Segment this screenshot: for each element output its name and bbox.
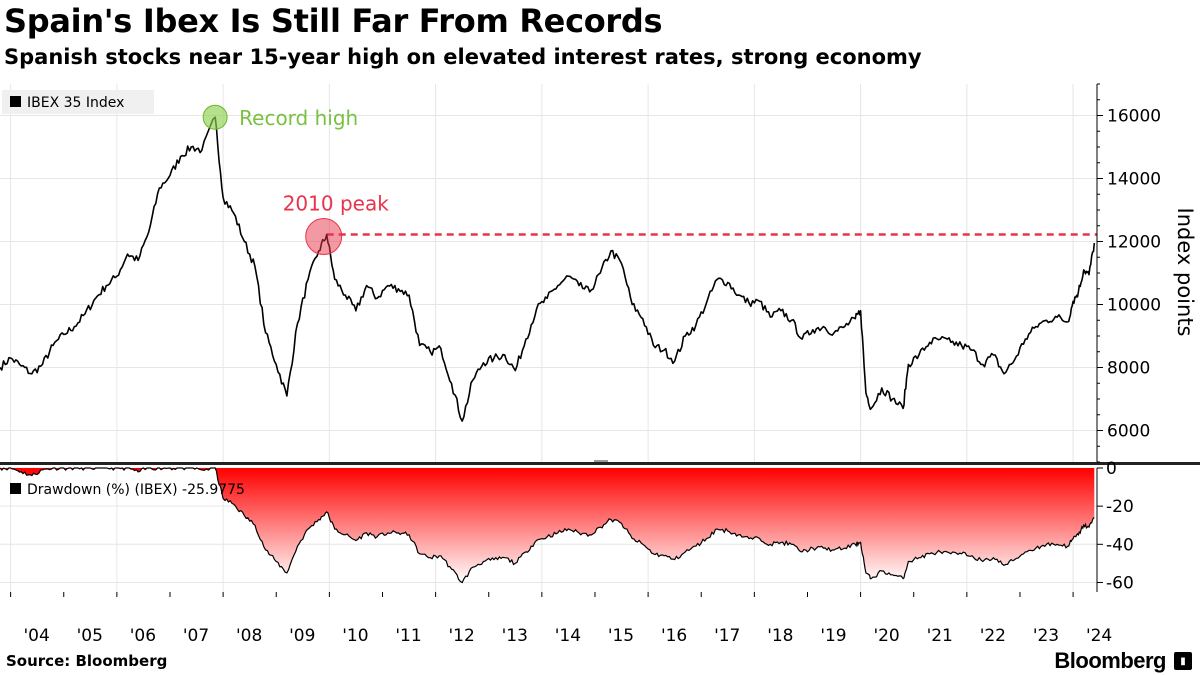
y-tick-label: 14000 [1107, 170, 1161, 190]
panel-divider-handle [594, 460, 608, 462]
x-tick-label: '04 [23, 626, 49, 645]
x-tick-label: '13 [502, 626, 528, 645]
bloomberg-b-icon: ▮ [1174, 652, 1192, 670]
x-tick-label: '05 [77, 626, 103, 645]
main-panel-bg [0, 80, 1097, 465]
y-tick-label: 12000 [1107, 233, 1161, 253]
bloomberg-logo: Bloomberg ▮ [1054, 648, 1192, 674]
drawdown-y-ticks: 0 -20 -40 -60 [1097, 459, 1134, 593]
x-tick-label: '19 [820, 626, 846, 645]
drawdown-area [0, 468, 1095, 583]
chart-subtitle: Spanish stocks near 15-year high on elev… [4, 45, 922, 69]
x-tick-label: '21 [927, 626, 953, 645]
drawdown-line [0, 467, 1095, 584]
source-note: Source: Bloomberg [6, 652, 168, 670]
2010-peak-marker [305, 218, 343, 256]
x-tick-label: '17 [714, 626, 740, 645]
x-tick-label: '20 [873, 626, 899, 645]
bloomberg-wordmark: Bloomberg [1054, 648, 1166, 673]
drawdown-legend-swatch [10, 483, 21, 494]
x-tick-label: '14 [555, 626, 581, 645]
chart-area: Record high 2010 peak 6000 8000 10000 12000… [0, 80, 1200, 645]
chart-title: Spain's Ibex Is Still Far From Records [4, 2, 663, 40]
x-tick-label: '06 [130, 626, 156, 645]
y-tick-label: 8000 [1107, 359, 1150, 379]
y-tick-label: 0 [1106, 459, 1117, 479]
x-tick-label: '12 [448, 626, 474, 645]
record-high-marker [202, 104, 228, 130]
main-y-ticks: 6000 8000 10000 12000 14000 16000 [1097, 83, 1161, 463]
main-legend: IBEX 35 Index [2, 90, 154, 114]
2010-peak-label: 2010 peak [283, 192, 390, 216]
x-tick-label: '09 [289, 626, 315, 645]
x-tick-label: '16 [661, 626, 687, 645]
y-tick-label: 10000 [1107, 296, 1161, 316]
panel-divider [0, 462, 1200, 465]
x-tick-label: '18 [767, 626, 793, 645]
y-tick-label: -40 [1106, 535, 1134, 555]
main-legend-label: IBEX 35 Index [27, 95, 124, 111]
y-tick-label: -20 [1106, 497, 1134, 517]
y-tick-label: 6000 [1107, 422, 1150, 442]
x-axis-ticks: '04 '05 '06 '07 '08 '09 '10 '11 '12 '13 '14 '15 '16 '… [10, 592, 1112, 645]
x-tick-label: '23 [1033, 626, 1059, 645]
x-tick-label: '11 [395, 626, 421, 645]
x-tick-label: '07 [183, 626, 209, 645]
drawdown-legend: Drawdown (%) (IBEX) -25.9775 [10, 482, 245, 498]
x-tick-label: '10 [342, 626, 368, 645]
ibex-35-line [0, 116, 1096, 422]
y-axis-label: Index points [1173, 208, 1197, 337]
y-tick-label: 16000 [1107, 107, 1161, 127]
main-legend-swatch [10, 96, 21, 107]
x-tick-label: '22 [980, 626, 1006, 645]
record-high-label: Record high [239, 106, 358, 130]
y-tick-label: -60 [1106, 573, 1134, 593]
x-tick-label: '08 [236, 626, 262, 645]
x-tick-label: '15 [608, 626, 634, 645]
x-tick-label: '24 [1086, 626, 1112, 645]
drawdown-legend-label: Drawdown (%) (IBEX) -25.9775 [27, 482, 245, 498]
